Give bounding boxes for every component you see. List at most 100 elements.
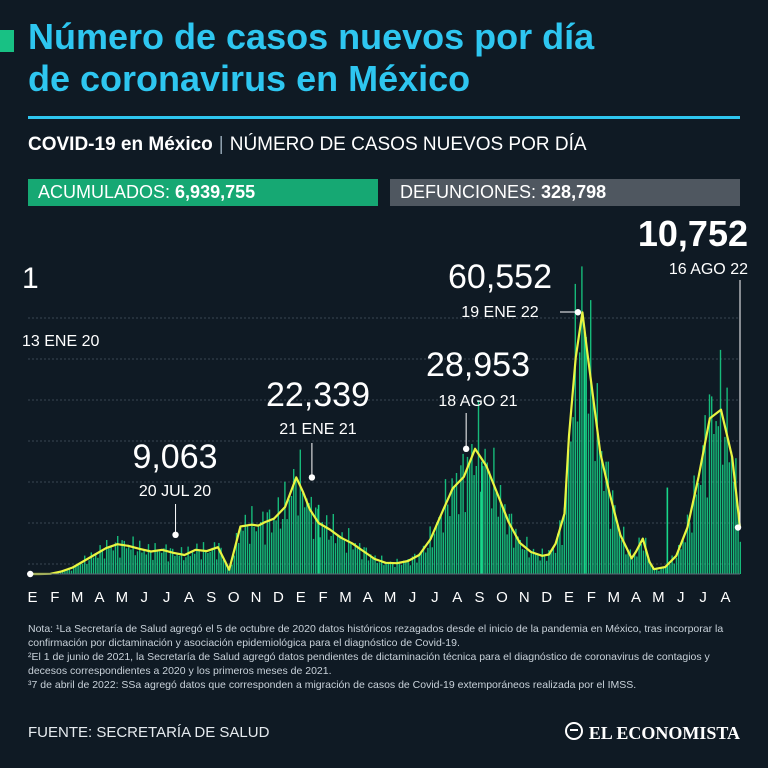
daily-case-bar	[636, 556, 638, 574]
month-tick-label: J	[677, 589, 685, 606]
daily-case-bar	[229, 568, 231, 574]
daily-case-bar	[189, 556, 191, 574]
daily-case-bar	[524, 549, 526, 574]
daily-case-bar	[603, 491, 605, 574]
month-tick-label: N	[519, 589, 530, 606]
daily-case-bar	[451, 478, 453, 574]
daily-case-bar	[398, 563, 400, 574]
annotation-point	[308, 474, 316, 481]
daily-case-bar	[431, 547, 433, 574]
daily-case-bar	[541, 548, 543, 574]
daily-case-bar	[737, 506, 739, 574]
daily-case-bar	[739, 541, 741, 574]
daily-case-bar	[719, 349, 722, 574]
daily-case-bar	[178, 555, 180, 574]
month-tick-label: J	[409, 589, 417, 606]
daily-case-bar	[543, 556, 546, 574]
daily-case-bar	[64, 571, 66, 574]
daily-case-bar	[328, 539, 330, 574]
daily-case-bar	[596, 383, 598, 574]
month-tick-label: J	[140, 589, 148, 606]
daily-case-bar	[282, 519, 284, 574]
daily-case-bar	[704, 415, 706, 574]
daily-case-bar	[255, 531, 257, 574]
daily-case-bar	[374, 555, 376, 574]
daily-case-bar	[537, 553, 539, 574]
annotation-date: 21 ENE 21	[279, 421, 356, 438]
daily-case-bar	[436, 522, 438, 574]
daily-case-bar	[581, 266, 583, 574]
daily-case-bar	[222, 559, 224, 574]
daily-case-bar	[315, 507, 317, 574]
daily-case-bar	[59, 571, 62, 574]
daily-case-bar	[629, 549, 631, 574]
daily-case-bar	[552, 546, 554, 574]
daily-case-bar	[321, 522, 323, 574]
daily-case-bar	[154, 543, 156, 574]
daily-case-bar	[561, 545, 563, 574]
daily-case-bar	[627, 551, 629, 574]
acumulados-badge: ACUMULADOS: 6,939,755	[28, 179, 378, 206]
daily-case-bar	[649, 561, 651, 574]
daily-case-bar	[191, 551, 194, 574]
daily-case-bar	[444, 479, 447, 574]
month-tick-label: E	[564, 589, 574, 606]
daily-case-bar	[735, 458, 737, 574]
daily-case-bar	[249, 543, 251, 574]
daily-case-bar	[90, 552, 92, 574]
month-tick-label: O	[496, 589, 508, 606]
annotation-value: 1	[22, 262, 39, 295]
daily-case-bar	[642, 550, 645, 574]
daily-case-bar	[339, 536, 341, 574]
daily-case-bar	[612, 490, 614, 574]
daily-case-bar	[62, 571, 64, 574]
month-tick-label: F	[318, 589, 327, 606]
daily-case-bar	[332, 514, 334, 574]
average-line	[28, 311, 742, 576]
daily-case-bar	[376, 562, 378, 574]
defunciones-badge: DEFUNCIONES: 328,798	[390, 179, 740, 206]
month-tick-label: D	[273, 589, 284, 606]
daily-case-bar	[607, 461, 609, 574]
daily-case-bar	[427, 547, 429, 574]
daily-case-bar	[88, 560, 90, 574]
month-tick-label: M	[607, 589, 620, 606]
daily-case-bar	[609, 528, 612, 574]
daily-case-bar	[539, 560, 541, 574]
daily-case-bar	[475, 466, 477, 574]
daily-case-bar	[79, 564, 81, 574]
daily-case-bar	[183, 560, 185, 574]
daily-case-bar	[447, 504, 449, 574]
daily-case-bar	[378, 562, 381, 574]
acumulados-label: ACUMULADOS:	[38, 182, 171, 202]
daily-case-bar	[722, 464, 724, 574]
daily-case-bar	[169, 548, 172, 574]
month-tick-label: A	[95, 589, 105, 606]
daily-case-bar	[598, 445, 601, 574]
daily-case-bar	[484, 448, 486, 574]
daily-case-bar	[174, 556, 176, 574]
daily-case-bar	[95, 554, 97, 574]
daily-case-bar	[429, 526, 431, 574]
daily-case-bar	[180, 547, 183, 574]
daily-case-bar	[293, 469, 295, 574]
month-tick-label: S	[475, 589, 485, 606]
daily-case-bar	[233, 555, 235, 574]
daily-case-bar	[304, 507, 306, 574]
daily-case-bar	[684, 542, 686, 574]
daily-case-bar	[651, 567, 653, 574]
daily-case-bar	[187, 546, 189, 574]
annotation-date: 19 ENE 22	[461, 304, 538, 321]
daily-case-bar	[167, 561, 169, 574]
daily-case-bar	[418, 553, 420, 574]
daily-case-bar	[125, 548, 128, 574]
daily-case-bar	[458, 514, 460, 574]
daily-case-bar	[134, 555, 136, 574]
daily-case-bar	[165, 544, 167, 574]
annotation-point	[574, 309, 582, 316]
daily-case-bar	[416, 562, 418, 574]
daily-case-bar	[733, 481, 735, 574]
daily-case-bar	[231, 564, 233, 574]
footnote-2: ²El 1 de junio de 2021, la Secretaría de…	[28, 651, 710, 677]
daily-case-bar	[645, 537, 647, 574]
